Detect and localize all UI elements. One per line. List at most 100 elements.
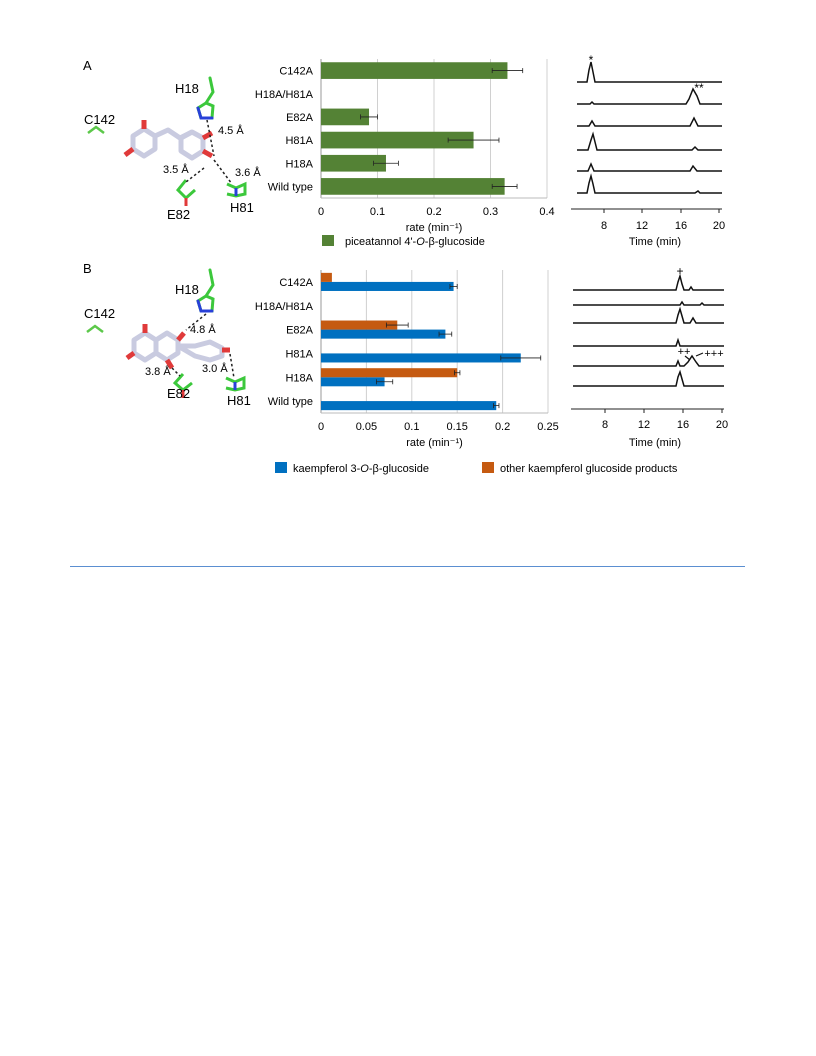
- tick-label: 8: [601, 220, 607, 232]
- hbond-h81: [229, 353, 235, 379]
- peak-annotation: +: [676, 264, 683, 278]
- residue-h81-sticks: [226, 181, 247, 198]
- category-label-h18a-h81a: H18A/H81A: [255, 89, 314, 101]
- trace-h18a: [577, 162, 722, 172]
- residue-h18-label: H18: [175, 81, 199, 96]
- legend-b: kaempferol 3-O-β-glucoside other kaempfe…: [275, 462, 678, 475]
- hbond-h18: [185, 313, 207, 331]
- legend-a: piceatannol 4'-O-β-glucoside: [322, 235, 485, 248]
- peak-annotation: **: [694, 81, 704, 95]
- category-label-c142a: C142A: [279, 66, 313, 78]
- residue-h81-sticks: [225, 375, 246, 392]
- ligand-piceatannol: [123, 120, 214, 161]
- category-label-h18a: H18A: [285, 372, 313, 384]
- residue-c142-sticks: [87, 125, 105, 134]
- trace-h81a: [577, 131, 722, 151]
- tick-label: 0.4: [539, 206, 554, 218]
- peak-annotation: +++: [704, 348, 723, 360]
- legend-swatch-piceatannol: [322, 235, 334, 246]
- axis-label-x: rate (min⁻¹): [406, 437, 463, 449]
- category-label-e82a: E82A: [286, 112, 314, 124]
- legend-label-piceatannol: piceatannol 4'-O-β-glucoside: [345, 236, 485, 248]
- bar-wild-type-piceatannol-4-o-glucoside: [321, 178, 505, 195]
- tick-label: 0: [318, 206, 324, 218]
- bar-chart-a: 0 0.1 0.2 0.3 0.4 rate (min⁻¹) C142A H18A/H81A E…: [255, 59, 555, 234]
- hbond-e82: [185, 167, 205, 183]
- category-label-h18a-h81a: H18A/H81A: [255, 301, 314, 313]
- residue-e82-label: E82: [167, 386, 190, 401]
- residue-e82-label: E82: [167, 207, 190, 222]
- distance-label-3: 3.0 Å: [202, 362, 228, 375]
- bar-e82a-piceatannol-4-o-glucoside: [321, 108, 370, 126]
- tick-label: 12: [638, 419, 650, 431]
- trace-h18a: [573, 369, 724, 387]
- panel-a-label: A: [83, 58, 92, 73]
- chromatogram-a: 8 12 16 20 Time (min) * **: [571, 53, 725, 248]
- bar-chart-b: 0 0.05 0.1 0.15 0.2 0.25 rate (min⁻¹) C142A H18A…: [255, 270, 559, 449]
- category-label-h81a: H81A: [285, 135, 313, 147]
- residue-h18-sticks: [196, 76, 215, 120]
- category-label-h81a: H81A: [285, 348, 313, 360]
- section-divider: [70, 566, 745, 567]
- legend-swatch-other-products: [482, 462, 494, 473]
- legend-label-other-products: other kaempferol glucoside products: [500, 463, 678, 475]
- legend-swatch-kaempferol-3-o-glucoside: [275, 462, 287, 473]
- category-label-h18a: H18A: [285, 158, 313, 170]
- axis-label-x: Time (min): [629, 437, 681, 449]
- distance-label-2: 3.8 Å: [145, 365, 171, 378]
- trace-c142a: [573, 273, 724, 291]
- bar-c142a-other-kaempferol-glucoside-products: [321, 272, 332, 282]
- panel-b-label: B: [83, 261, 92, 276]
- legend-label-kaempferol-3-o-glucoside: kaempferol 3-O-β-glucoside: [293, 463, 429, 475]
- tick-label: 0.15: [446, 421, 467, 433]
- tick-label: 20: [713, 220, 725, 232]
- structure-b: H18 C142 E82 H81: [84, 268, 251, 408]
- tick-label: 0.1: [370, 206, 385, 218]
- trace-e82a: [577, 116, 722, 127]
- chromatogram-b: 8 12 16 20 Time (min) + ++ +++: [571, 264, 728, 449]
- tick-label: 0.05: [356, 421, 377, 433]
- distance-label-1: 4.5 Å: [218, 124, 244, 137]
- category-label-wild-type: Wild type: [268, 181, 313, 193]
- ligand-kaempferol: [125, 324, 230, 370]
- residue-c142-label: C142: [84, 112, 115, 127]
- bar-h18a-piceatannol-4-o-glucoside: [321, 154, 386, 172]
- trace-h18a-h81a: [577, 87, 722, 105]
- tick-label: 0.3: [483, 206, 498, 218]
- trace-wild-type: [577, 173, 722, 194]
- panel-a: A H18 C142: [83, 53, 725, 248]
- bar-e82a-kaempferol-3-o-glucoside: [321, 329, 446, 339]
- tick-label: 12: [636, 220, 648, 232]
- category-label-c142a: C142A: [279, 277, 313, 289]
- bar-c142a-kaempferol-3-o-glucoside: [321, 281, 454, 291]
- tick-label: 8: [602, 419, 608, 431]
- bar-e82a-other-kaempferol-glucoside-products: [321, 320, 398, 330]
- trace-e82a: [573, 306, 724, 324]
- hbond-e82: [171, 367, 181, 377]
- trace-c142a: [577, 61, 722, 83]
- axis-tick: [604, 409, 723, 413]
- tick-label: 16: [677, 419, 689, 431]
- distance-label-2: 3.5 Å: [163, 163, 189, 176]
- distance-label-3: 3.6 Å: [235, 166, 261, 179]
- bar-h18a-kaempferol-3-o-glucoside: [321, 377, 385, 387]
- residue-e82-sticks: [172, 373, 193, 398]
- distance-label-1: 4.8 Å: [190, 323, 216, 336]
- residue-c142-sticks: [86, 324, 104, 333]
- bar-h81a-piceatannol-4-o-glucoside: [321, 131, 474, 149]
- residue-h81-label: H81: [230, 200, 254, 215]
- residue-c142-label: C142: [84, 306, 115, 321]
- structure-a: H18 C142 E82 H81: [84, 76, 261, 222]
- category-label-wild-type: Wild type: [268, 396, 313, 408]
- axis-tick: [603, 209, 720, 213]
- axis-label-x: rate (min⁻¹): [406, 222, 463, 234]
- residue-h81-label: H81: [227, 393, 251, 408]
- tick-label: 0: [318, 421, 324, 433]
- tick-label: 0.25: [537, 421, 558, 433]
- bar-c142a-piceatannol-4-o-glucoside: [321, 62, 508, 79]
- peak-annotation: *: [589, 53, 594, 67]
- bar-h81a-kaempferol-3-o-glucoside: [321, 353, 521, 363]
- hbond-h18: [206, 119, 215, 157]
- tick-label: 0.2: [426, 206, 441, 218]
